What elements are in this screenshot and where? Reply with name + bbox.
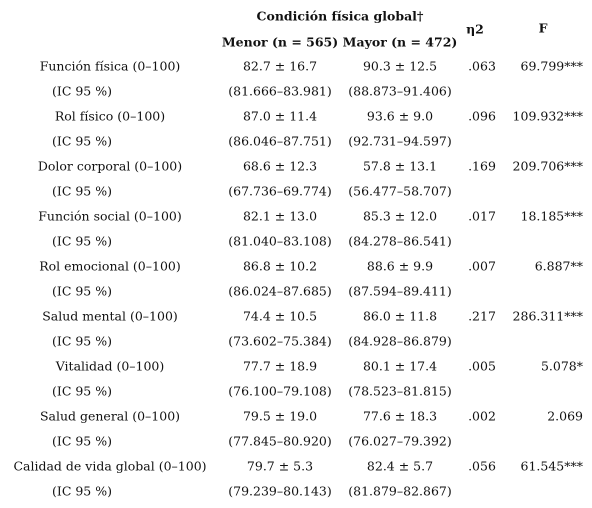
cell: 80.1 ± 17.4 (363, 359, 437, 374)
cell: .056 (468, 459, 496, 474)
cell: (92.731–94.597) (348, 134, 451, 149)
cell: (78.523–81.815) (348, 384, 451, 399)
cell: (88.873–91.406) (348, 84, 451, 99)
ci-label: (IC 95 %) (52, 284, 112, 299)
ci-label: (IC 95 %) (52, 184, 112, 199)
cell: (86.046–87.751) (228, 134, 331, 149)
measure-label: Rol emocional (0–100) (39, 259, 181, 274)
measure-label: Función física (0–100) (40, 59, 181, 74)
ci-label: (IC 95 %) (52, 234, 112, 249)
cell: 77.7 ± 18.9 (243, 359, 317, 374)
cell: 57.8 ± 13.1 (363, 159, 437, 174)
cell: 93.6 ± 9.0 (367, 109, 433, 124)
cell: 82.7 ± 16.7 (243, 59, 317, 74)
cell: 85.3 ± 12.0 (363, 209, 437, 224)
cell: (67.736–69.774) (228, 184, 331, 199)
col-header: η2 (466, 22, 484, 37)
ci-label: (IC 95 %) (52, 434, 112, 449)
cell: (86.024–87.685) (228, 284, 331, 299)
cell: .063 (468, 59, 496, 74)
cell: 74.4 ± 10.5 (243, 309, 317, 324)
cell: 5.078* (541, 359, 584, 374)
cell: (84.928–86.879) (348, 334, 451, 349)
cell: 69.799*** (521, 59, 584, 74)
ci-label: (IC 95 %) (52, 384, 112, 399)
col-header: F (539, 21, 548, 36)
group-title: Condición física global† (257, 9, 424, 24)
cell: 86.8 ± 10.2 (243, 259, 317, 274)
cell: (79.239–80.143) (228, 484, 331, 499)
cell: (76.100–79.108) (228, 384, 331, 399)
cell: 79.7 ± 5.3 (247, 459, 313, 474)
cell: .096 (468, 109, 496, 124)
cell: (73.602–75.384) (228, 334, 331, 349)
measure-label: Dolor corporal (0–100) (38, 159, 182, 174)
cell: (76.027–79.392) (348, 434, 451, 449)
cell: .169 (468, 159, 496, 174)
cell: 79.5 ± 19.0 (243, 409, 317, 424)
measure-label: Salud general (0–100) (40, 409, 180, 424)
cell: (84.278–86.541) (348, 234, 451, 249)
col-header: Mayor (n = 472) (343, 35, 458, 50)
measure-label: Calidad de vida global (0–100) (13, 459, 206, 474)
cell: .005 (468, 359, 496, 374)
cell: 82.4 ± 5.7 (367, 459, 433, 474)
measure-label: Salud mental (0–100) (42, 309, 178, 324)
ci-label: (IC 95 %) (52, 84, 112, 99)
cell: 6.887** (535, 259, 584, 274)
cell: 90.3 ± 12.5 (363, 59, 437, 74)
cell: 286.311*** (513, 309, 584, 324)
cell: .007 (468, 259, 496, 274)
measure-label: Rol físico (0–100) (55, 109, 165, 124)
cell: 209.706*** (513, 159, 584, 174)
cell: (87.594–89.411) (348, 284, 451, 299)
ci-label: (IC 95 %) (52, 484, 112, 499)
col-header: Menor (n = 565) (222, 35, 338, 50)
cell: 109.932*** (513, 109, 584, 124)
cell: 2.069 (547, 409, 583, 424)
cell: 61.545*** (521, 459, 584, 474)
cell: 86.0 ± 11.8 (363, 309, 437, 324)
measure-label: Vitalidad (0–100) (55, 359, 165, 374)
cell: (81.879–82.867) (348, 484, 451, 499)
cell: 88.6 ± 9.9 (367, 259, 433, 274)
cell: (81.040–83.108) (228, 234, 331, 249)
cell: (77.845–80.920) (228, 434, 331, 449)
cell: 82.1 ± 13.0 (243, 209, 317, 224)
cell: .217 (468, 309, 496, 324)
cell: (56.477–58.707) (348, 184, 451, 199)
ci-label: (IC 95 %) (52, 334, 112, 349)
cell: 18.185*** (521, 209, 584, 224)
ci-label: (IC 95 %) (52, 134, 112, 149)
cell: .002 (468, 409, 496, 424)
measure-label: Función social (0–100) (38, 209, 182, 224)
cell: 77.6 ± 18.3 (363, 409, 437, 424)
cell: 68.6 ± 12.3 (243, 159, 317, 174)
cell: (81.666–83.981) (228, 84, 331, 99)
cell: 87.0 ± 11.4 (243, 109, 317, 124)
cell: .017 (468, 209, 496, 224)
